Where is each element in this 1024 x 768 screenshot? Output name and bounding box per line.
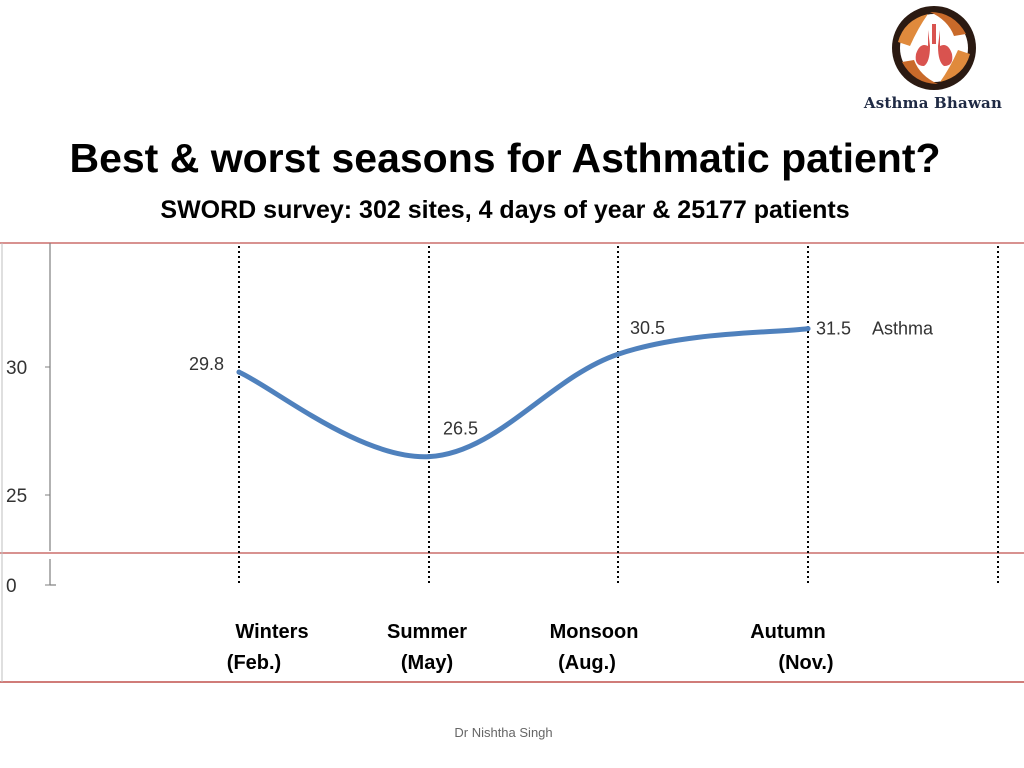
x-label-1-1: (May) xyxy=(401,652,453,674)
y-axis: 30 25 0 xyxy=(6,243,56,597)
footer-author: Dr Nishtha Singh xyxy=(454,725,553,740)
x-label-1-0: Summer xyxy=(387,621,467,643)
slide-title: Best & worst seasons for Asthmatic patie… xyxy=(69,135,941,181)
x-axis-labels: Winters (Feb.) Summer (May) Monsoon (Aug.) Aut… xyxy=(227,621,834,674)
slide-subtitle: SWORD survey: 302 sites, 4 days of year … xyxy=(160,196,850,224)
data-point-2 xyxy=(615,351,621,357)
x-label-3-1: (Nov.) xyxy=(778,652,833,674)
chart-series xyxy=(236,326,811,460)
chart-gridlines xyxy=(238,246,999,585)
y-tick-label: 30 xyxy=(6,358,27,379)
hands-around-lungs-icon xyxy=(892,6,976,90)
chart-frame xyxy=(0,242,1024,683)
x-label-0-1: (Feb.) xyxy=(227,652,281,674)
x-label-0-0: Winters xyxy=(235,621,308,643)
logo: Asthma Bhawan xyxy=(858,2,1008,122)
x-label-2-1: (Aug.) xyxy=(558,652,616,674)
y-tick-label: 25 xyxy=(6,486,27,507)
chart-data-labels: 29.8 26.5 30.5 31.5 Asthma xyxy=(189,318,934,438)
data-label-0: 29.8 xyxy=(189,354,224,374)
data-point-3 xyxy=(805,326,811,332)
series-name-label: Asthma xyxy=(872,319,934,339)
data-label-3: 31.5 xyxy=(816,319,851,339)
x-label-2-0: Monsoon xyxy=(550,621,639,643)
x-label-3-0: Autumn xyxy=(750,621,826,643)
data-label-1: 26.5 xyxy=(443,419,478,439)
series-line-asthma xyxy=(236,326,811,460)
y-tick-label: 0 xyxy=(6,576,17,597)
data-point-1 xyxy=(426,454,432,460)
logo-caption: Asthma Bhawan xyxy=(863,94,1003,112)
line-chart: 30 25 0 29.8 26.5 30.5 31.5 Asthma Winters (Feb… xyxy=(0,242,1024,683)
data-point-0 xyxy=(236,369,242,375)
data-label-2: 30.5 xyxy=(630,318,665,338)
